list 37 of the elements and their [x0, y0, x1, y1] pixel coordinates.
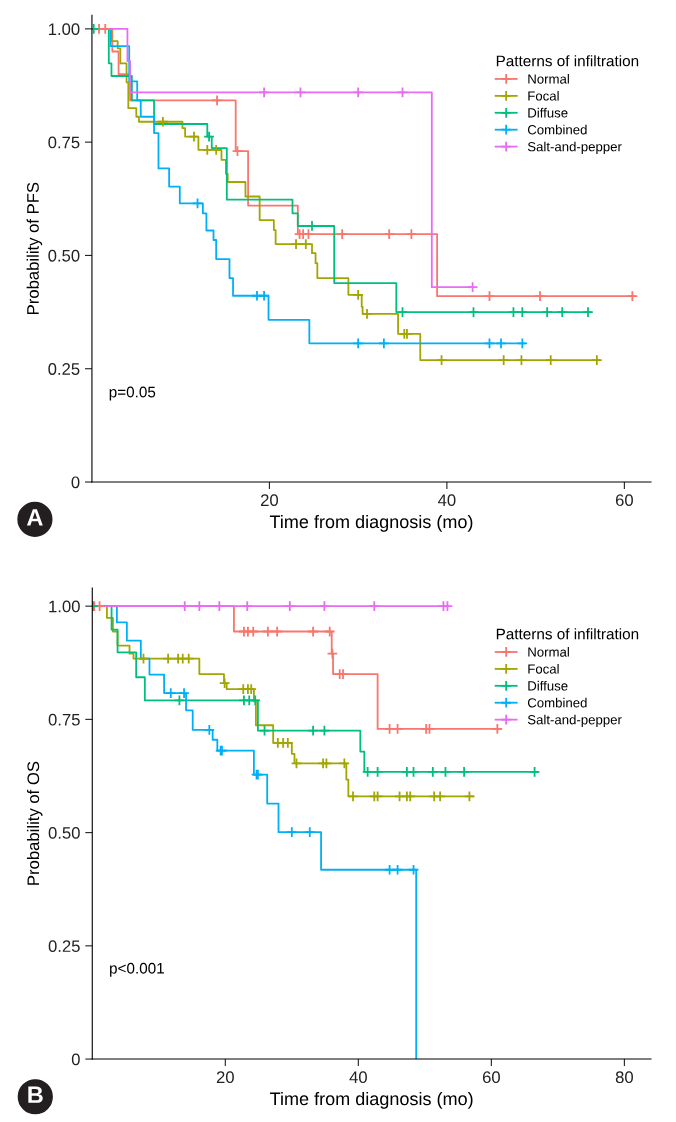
legend-label: Focal	[528, 663, 559, 674]
y-tick-label: 0.75	[48, 713, 80, 726]
y-tick-label: 0.25	[48, 940, 80, 953]
x-tick-label: 20	[260, 494, 279, 507]
legend-label: Diffuse	[528, 680, 568, 691]
legend-label: Salt-and-pepper	[527, 714, 622, 728]
y-tick-label: 0.50	[48, 827, 80, 839]
annotation: p=0.05	[109, 386, 156, 401]
legend-label: Salt-and-pepper	[527, 141, 622, 154]
x-tick-label: 60	[482, 1071, 500, 1084]
text: B	[28, 1086, 43, 1103]
x-tick-label: 60	[615, 494, 633, 507]
annotation: p<0.001	[110, 962, 164, 977]
legend-label: Normal	[528, 74, 569, 84]
x-axis-title: Time from diagnosis (mo)	[269, 514, 473, 532]
y-axis-title: Probability of PFS	[26, 182, 43, 314]
x-tick-label: 80	[615, 1071, 633, 1084]
y-tick-label: 1.00	[48, 23, 80, 36]
legend-label: Focal	[528, 90, 559, 101]
y-tick-label: 1.00	[49, 600, 80, 613]
y-tick-label: 0.25	[48, 363, 80, 375]
y-tick-label: 0.75	[48, 136, 80, 149]
text: A	[26, 509, 43, 526]
legend-label: Diffuse	[528, 107, 568, 118]
legend-label: Combined	[527, 697, 587, 708]
x-axis-title: Time from diagnosis (mo)	[270, 1091, 473, 1109]
y-axis-title: Probability of OS	[26, 761, 43, 885]
legend-title: Patterns of infiltration	[496, 55, 639, 67]
legend-label: Normal	[528, 647, 569, 657]
legend-title: Patterns of infiltration	[496, 628, 639, 640]
x-tick-label: 40	[438, 494, 456, 507]
y-tick-label: 0	[71, 1053, 80, 1066]
legend-label: Combined	[527, 124, 587, 135]
x-tick-label: 20	[216, 1071, 234, 1084]
y-tick-label: 0.50	[48, 249, 80, 262]
y-tick-label: 0	[71, 476, 80, 489]
x-tick-label: 40	[349, 1071, 367, 1084]
